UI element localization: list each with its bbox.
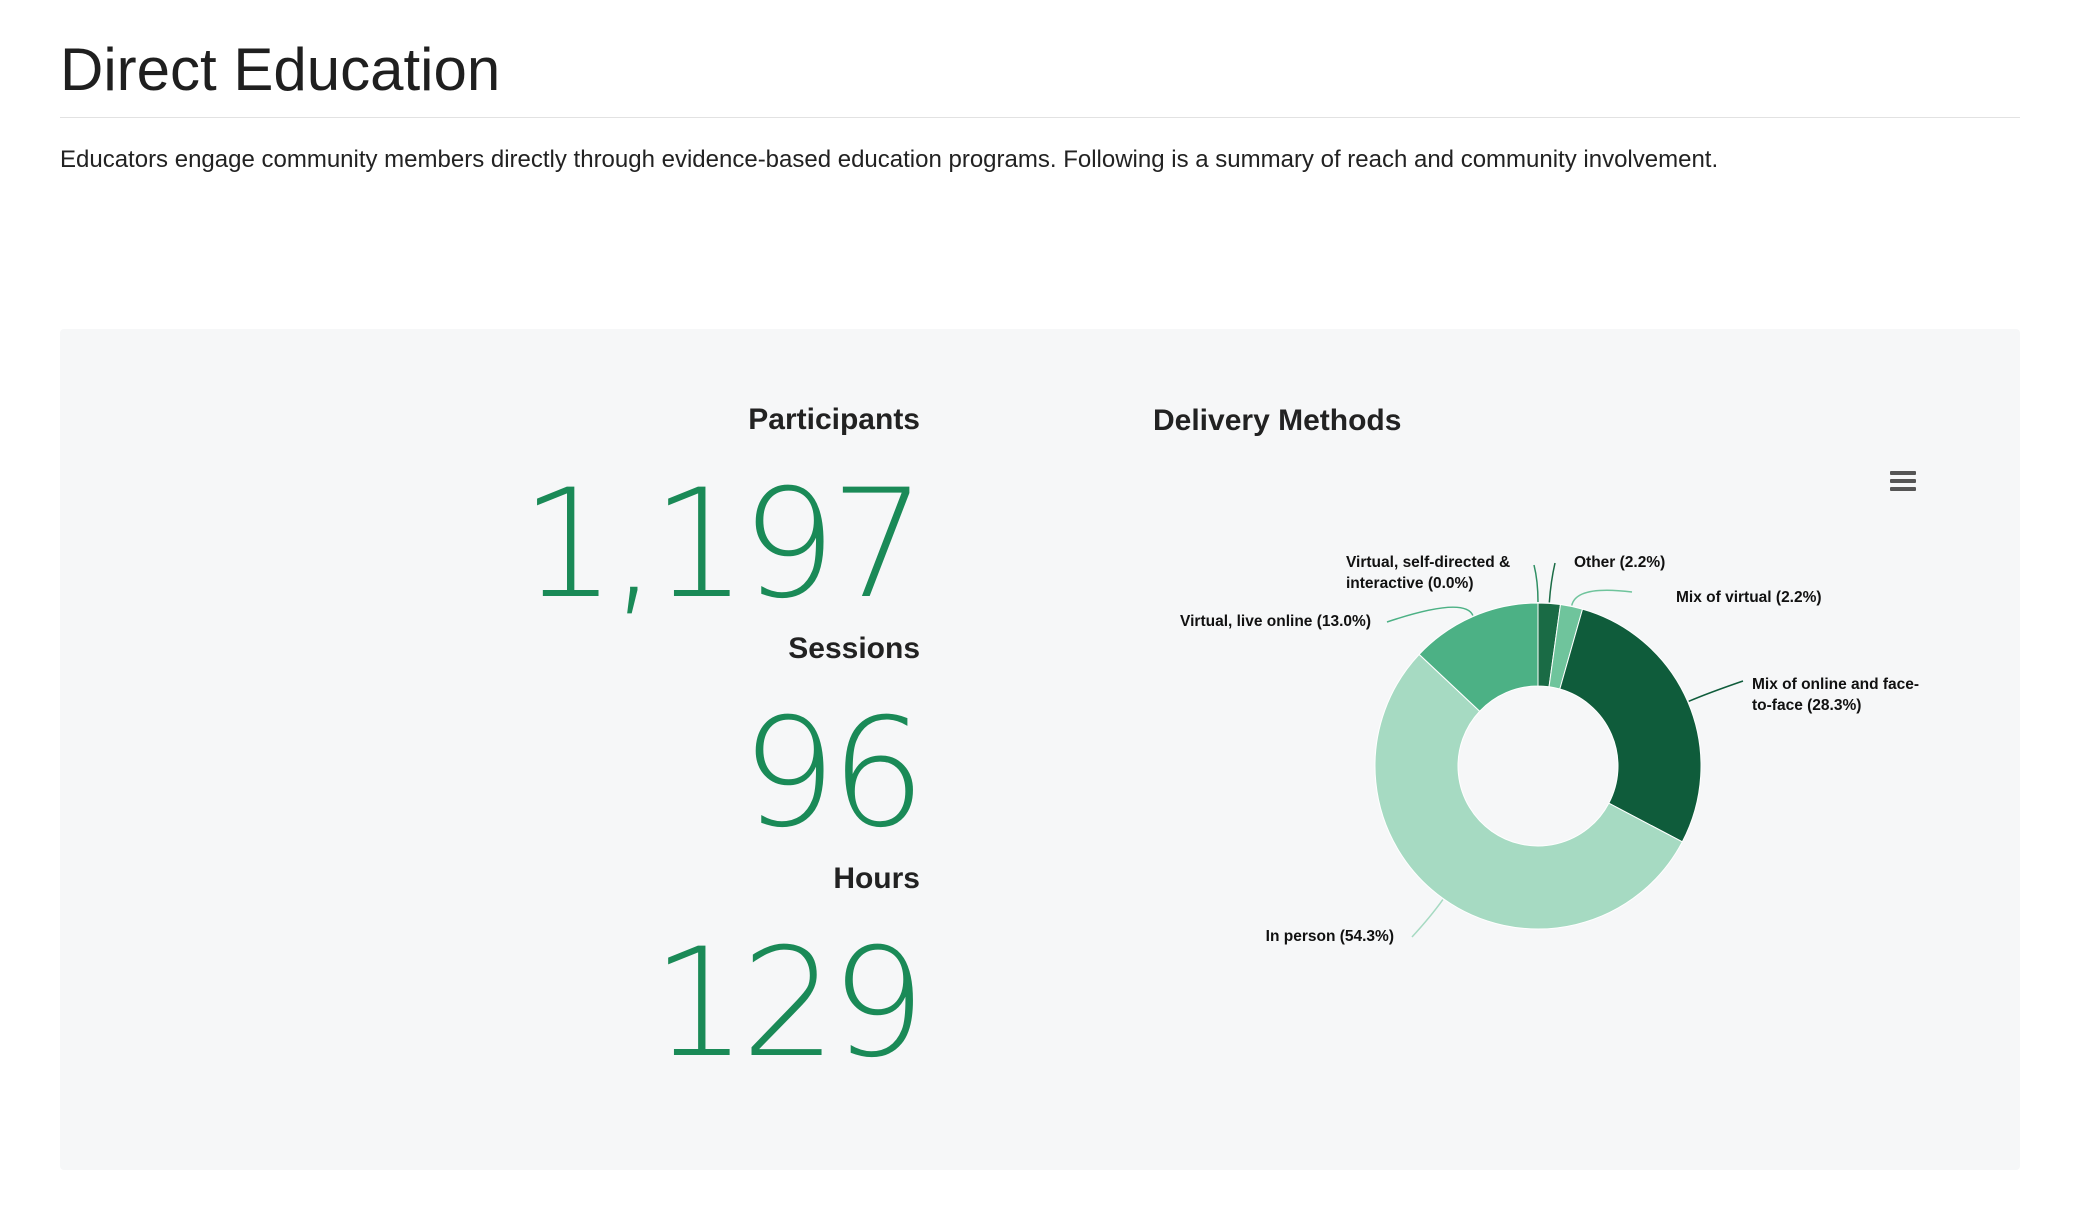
connector-virtual-self-directed-interactive-0-0: [1533, 564, 1539, 603]
hours-value: 129: [651, 917, 926, 1091]
data-label-virtual-live-online-13-0: Virtual, live online (13.0%): [1180, 613, 1371, 630]
chart-title: Delivery Methods: [1153, 404, 1402, 437]
connector-other-2-2: [1548, 562, 1556, 603]
data-label-in-person-54-3: In person (54.3%): [1266, 928, 1394, 945]
summary-panel: Participants 1,197 Sessions 96 Hours 129…: [60, 329, 2020, 1170]
connector-mix-of-virtual-2-2: [1571, 589, 1633, 606]
connector-in-person-54-3: [1411, 899, 1444, 938]
connector-mix-of-online-and-face-to-face-28-3: [1688, 680, 1744, 703]
hours-label: Hours: [833, 862, 920, 895]
title-divider: [60, 117, 2020, 118]
sessions-value: 96: [741, 687, 926, 861]
page-title: Direct Education: [60, 36, 501, 103]
donut-slice-virtual-live-online-13-0[interactable]: [1418, 602, 1539, 712]
data-label-mix-of-online-and-face-to-face-28-3: Mix of online and face-to-face (28.3%): [1752, 676, 1919, 714]
donut-slice-mix-of-online-and-face-to-face-28-3[interactable]: [1559, 608, 1702, 843]
data-label-other-2-2: Other (2.2%): [1574, 554, 1665, 571]
participants-label: Participants: [748, 403, 920, 436]
sessions-label: Sessions: [788, 632, 920, 665]
data-label-mix-of-virtual-2-2: Mix of virtual (2.2%): [1676, 589, 1822, 606]
intro-paragraph: Educators engage community members direc…: [60, 146, 1719, 173]
donut-slice-in-person-54-3[interactable]: [1374, 653, 1683, 930]
data-label-virtual-self-directed-interactive-0-0: Virtual, self-directed & interactive (0.0…: [1346, 554, 1510, 592]
hamburger-menu-icon[interactable]: [1888, 469, 1918, 495]
connector-virtual-live-online-13-0: [1386, 606, 1474, 623]
participants-value: 1,197: [520, 458, 926, 632]
delivery-methods-chart: Other (2.2%) Mix of virtual (2.2%) Mix of …: [1180, 554, 1919, 945]
